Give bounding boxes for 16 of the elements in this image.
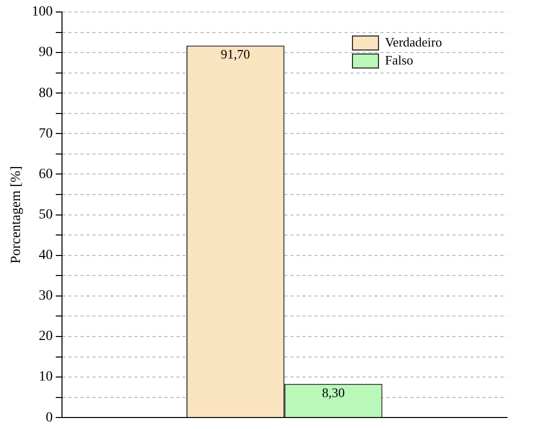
y-tick-label: 100: [32, 4, 53, 20]
y-tick-label: 10: [38, 370, 53, 385]
y-tick-label: 60: [38, 166, 53, 182]
data-label: 91,70: [220, 46, 250, 62]
legend-label: Verdadeiro: [384, 34, 442, 50]
y-tick-label: 70: [38, 126, 53, 142]
y-axis-title: Porcentagem [%]: [9, 166, 24, 264]
y-tick-label: 40: [38, 248, 53, 264]
y-tick-label: 0: [46, 410, 53, 426]
y-tick-label: 20: [38, 329, 53, 344]
data-label: 8,30: [322, 384, 345, 400]
legend-label: Falso: [384, 52, 414, 68]
y-tick-label: 50: [38, 207, 53, 222]
y-tick-label: 30: [38, 288, 53, 304]
y-tick-label: 80: [38, 86, 53, 101]
y-tick-label: 90: [38, 45, 53, 60]
